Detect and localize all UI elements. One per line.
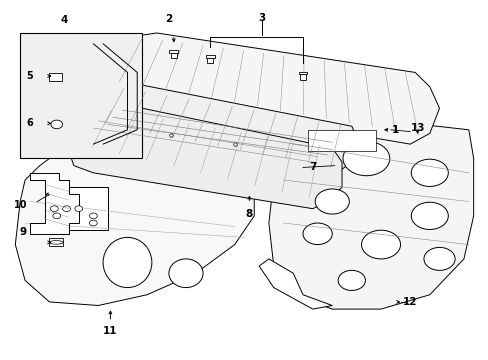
Polygon shape xyxy=(30,173,79,234)
Circle shape xyxy=(89,213,97,219)
Circle shape xyxy=(423,247,454,270)
Text: 13: 13 xyxy=(409,123,424,133)
Bar xyxy=(307,130,375,151)
Circle shape xyxy=(315,189,348,214)
Circle shape xyxy=(62,206,70,212)
Circle shape xyxy=(75,206,82,212)
Polygon shape xyxy=(259,259,331,309)
Text: 5: 5 xyxy=(26,71,33,81)
Polygon shape xyxy=(15,151,254,306)
Text: 3: 3 xyxy=(257,13,264,23)
Polygon shape xyxy=(69,101,341,209)
Circle shape xyxy=(51,120,62,129)
Polygon shape xyxy=(98,33,439,144)
Bar xyxy=(207,58,213,63)
Polygon shape xyxy=(83,83,356,173)
Polygon shape xyxy=(268,116,473,309)
Circle shape xyxy=(342,141,389,176)
Circle shape xyxy=(410,202,447,229)
Ellipse shape xyxy=(168,259,203,288)
Bar xyxy=(170,53,176,58)
Bar xyxy=(205,55,214,58)
Bar xyxy=(298,72,307,74)
Text: 1: 1 xyxy=(391,125,399,135)
Circle shape xyxy=(361,230,400,259)
Text: 11: 11 xyxy=(103,326,118,336)
Bar xyxy=(49,238,63,246)
Text: 6: 6 xyxy=(26,118,33,128)
Text: 10: 10 xyxy=(14,200,28,210)
Bar xyxy=(300,74,305,80)
Text: 12: 12 xyxy=(402,297,417,307)
Bar xyxy=(169,50,178,53)
Bar xyxy=(49,73,61,81)
Circle shape xyxy=(410,159,447,186)
Text: 8: 8 xyxy=(245,209,252,219)
Text: 2: 2 xyxy=(165,14,172,24)
Ellipse shape xyxy=(49,240,63,244)
Bar xyxy=(44,187,108,230)
Circle shape xyxy=(53,213,61,219)
Text: 7: 7 xyxy=(308,162,316,172)
Bar xyxy=(20,33,142,158)
Circle shape xyxy=(89,220,97,226)
Circle shape xyxy=(303,223,331,244)
Text: 4: 4 xyxy=(61,15,68,26)
Text: 9: 9 xyxy=(19,227,26,237)
Circle shape xyxy=(337,270,365,291)
Ellipse shape xyxy=(103,237,152,288)
Circle shape xyxy=(50,206,58,212)
